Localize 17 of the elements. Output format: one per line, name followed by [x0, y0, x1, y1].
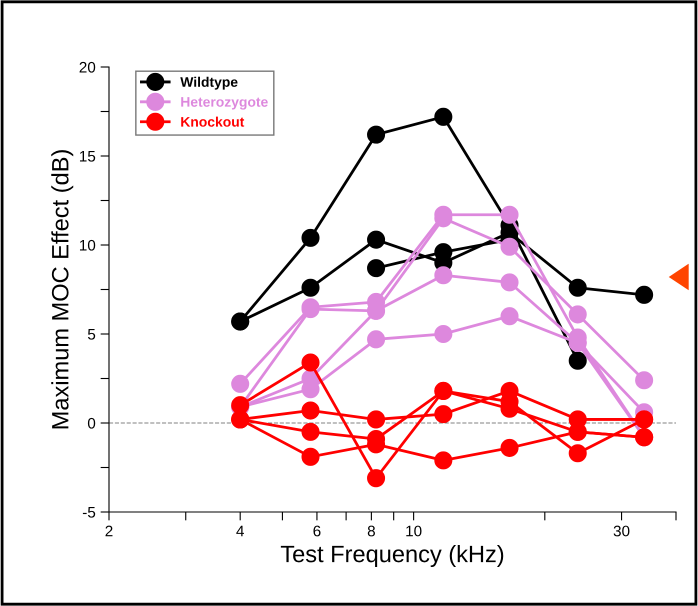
y-tick-label: 15 — [80, 151, 96, 162]
legend-label: Knockout — [181, 116, 244, 127]
x-tick-label: 6 — [313, 526, 321, 536]
x-tick-label: 8 — [368, 526, 375, 536]
x-tick-label: 4 — [236, 526, 244, 536]
legend-label: Heterozygote — [181, 97, 268, 110]
x-tick-label: 10 — [406, 526, 422, 536]
y-axis-title: Maximum MOC Effect (dB) — [51, 150, 74, 428]
legend-label: Wildtype — [180, 76, 238, 90]
x-tick-label: 30 — [614, 526, 630, 536]
y-tick-label: 10 — [80, 240, 96, 251]
x-tick-label: 2 — [106, 526, 112, 536]
x-axis-title: Test Frequency (kHz) — [280, 544, 504, 567]
y-tick-label: 5 — [88, 329, 96, 340]
y-tick-label: -5 — [82, 507, 96, 518]
y-tick-label: 20 — [80, 62, 96, 73]
y-tick-label: 0 — [88, 418, 96, 429]
